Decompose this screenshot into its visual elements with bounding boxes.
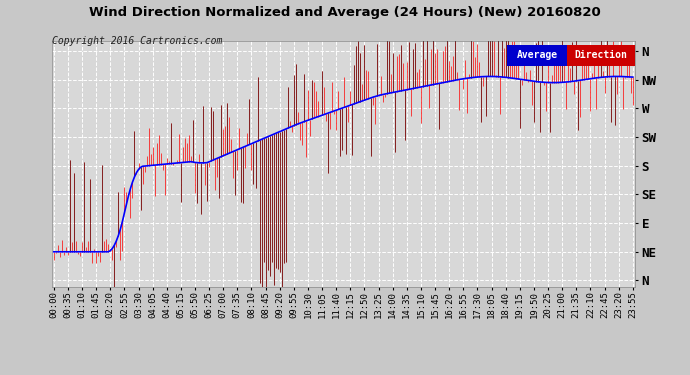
Text: Average: Average <box>517 50 558 60</box>
Text: Direction: Direction <box>575 50 627 60</box>
Bar <box>507 45 567 66</box>
Bar <box>567 45 635 66</box>
Text: Wind Direction Normalized and Average (24 Hours) (New) 20160820: Wind Direction Normalized and Average (2… <box>89 6 601 19</box>
Text: Copyright 2016 Cartronics.com: Copyright 2016 Cartronics.com <box>52 36 222 46</box>
